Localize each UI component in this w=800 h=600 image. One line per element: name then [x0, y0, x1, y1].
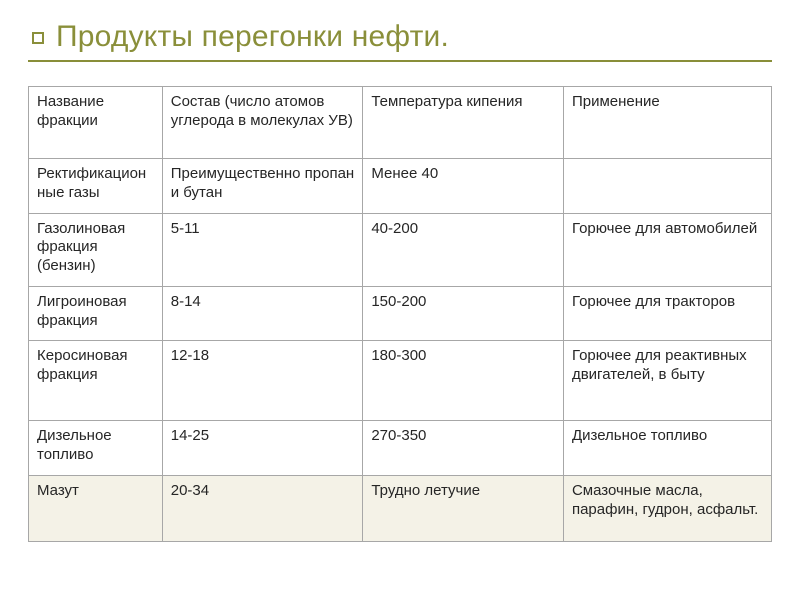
title-block: Продукты перегонки нефти.	[28, 20, 772, 76]
table-cell: Горючее для тракторов	[563, 286, 771, 341]
table-cell: Лигроиновая фракция	[29, 286, 163, 341]
table-cell: 8-14	[162, 286, 363, 341]
table-cell: Дизельное топливо	[563, 421, 771, 476]
table-cell: Менее 40	[363, 159, 564, 214]
column-header: Применение	[563, 87, 771, 159]
fractions-table: Название фракцииСостав (число атомов угл…	[28, 86, 772, 542]
title-underline	[28, 60, 772, 62]
table-cell: 150-200	[363, 286, 564, 341]
table-cell: 20-34	[162, 475, 363, 541]
header-row: Название фракцииСостав (число атомов угл…	[29, 87, 772, 159]
page-title: Продукты перегонки нефти.	[28, 20, 772, 53]
table-cell: 270-350	[363, 421, 564, 476]
table-row: Керосиновая фракция12-18180-300Горючее д…	[29, 341, 772, 421]
table-cell: Преимущественно пропан и бутан	[162, 159, 363, 214]
column-header: Название фракции	[29, 87, 163, 159]
table-cell: 40-200	[363, 213, 564, 286]
table-row: Газолиновая фракция (бензин)5-1140-200Го…	[29, 213, 772, 286]
table-row: Дизельное топливо14-25270-350Дизельное т…	[29, 421, 772, 476]
table-cell: Горючее для реактивных двигателей, в быт…	[563, 341, 771, 421]
table-row: Мазут20-34Трудно летучиеСмазочные масла,…	[29, 475, 772, 541]
table-cell: 180-300	[363, 341, 564, 421]
table-row: Лигроиновая фракция8-14150-200Горючее дл…	[29, 286, 772, 341]
table-cell	[563, 159, 771, 214]
table-cell: Ректификационные газы	[29, 159, 163, 214]
table-cell: 14-25	[162, 421, 363, 476]
table-cell: Смазочные масла, парафин, гудрон, асфаль…	[563, 475, 771, 541]
table-cell: Трудно летучие	[363, 475, 564, 541]
table-cell: Газолиновая фракция (бензин)	[29, 213, 163, 286]
table-cell: 12-18	[162, 341, 363, 421]
column-header: Состав (число атомов углерода в молекула…	[162, 87, 363, 159]
table-body: Название фракцииСостав (число атомов угл…	[29, 87, 772, 542]
table-cell: Мазут	[29, 475, 163, 541]
table-cell: 5-11	[162, 213, 363, 286]
table-row: Ректификационные газыПреимущественно про…	[29, 159, 772, 214]
column-header: Температура кипения	[363, 87, 564, 159]
table-cell: Дизельное топливо	[29, 421, 163, 476]
table-cell: Керосиновая фракция	[29, 341, 163, 421]
slide: Продукты перегонки нефти. Название фракц…	[0, 0, 800, 600]
table-cell: Горючее для автомобилей	[563, 213, 771, 286]
